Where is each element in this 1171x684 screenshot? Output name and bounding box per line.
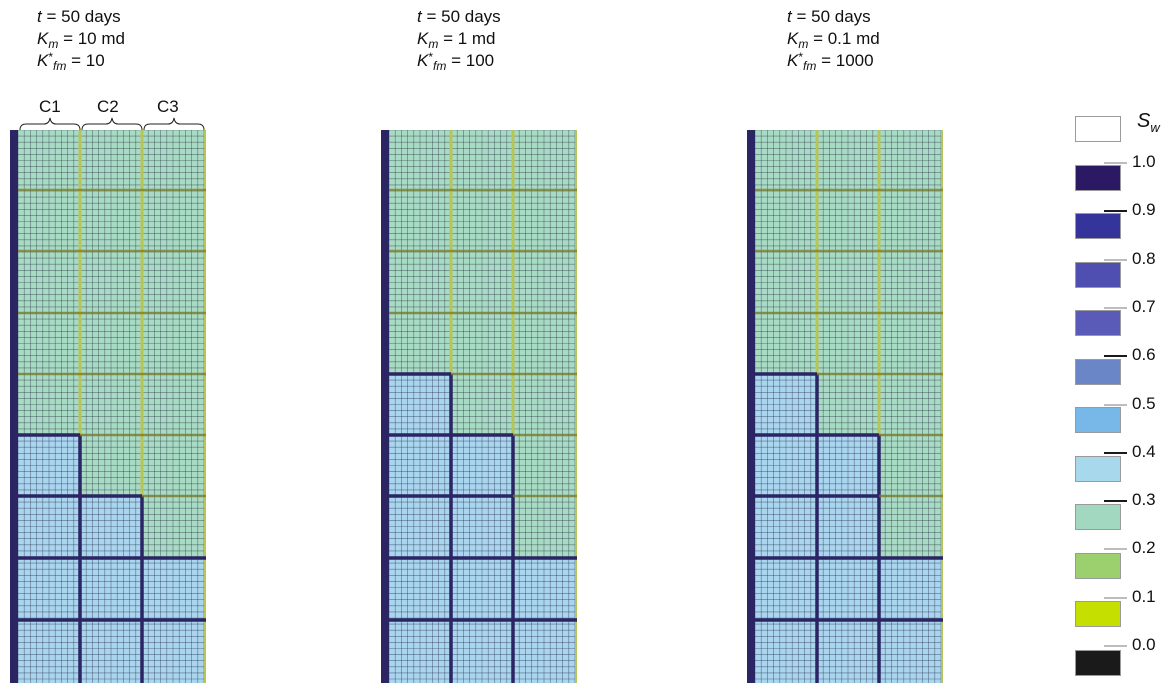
legend-swatch-7 [1075, 455, 1121, 482]
legend-swatch-2 [1075, 213, 1121, 239]
legend-tick-label-0: 1.0 [1132, 152, 1156, 171]
legend-tick-8 [1104, 548, 1127, 551]
legend-tick-5 [1104, 403, 1127, 406]
injection-boundary [10, 130, 18, 683]
legend-tick-label-9: 0.1 [1132, 586, 1156, 606]
legend-tick-2 [1104, 258, 1127, 261]
saturation-panel-2 [381, 130, 577, 683]
injection-boundary [381, 130, 389, 683]
legend-swatch-9 [1075, 552, 1121, 579]
column-label-c3: C3 [157, 97, 179, 116]
legend-swatch-6 [1075, 407, 1121, 433]
injection-boundary [747, 130, 755, 683]
oil-zone [513, 130, 577, 558]
legend-tick-label-1: 0.9 [1132, 200, 1156, 220]
legend-tick-label-3: 0.7 [1132, 296, 1156, 316]
legend-swatch-8 [1075, 504, 1121, 530]
legend-swatch-10 [1075, 601, 1121, 627]
legend-swatch-0 [1075, 116, 1121, 142]
legend-swatch-3 [1075, 261, 1121, 288]
panel-2-caption: t = 50 days Km = 1 md K*fm = 100 [417, 7, 501, 73]
brace-c3 [143, 117, 205, 131]
legend-tick-label-6: 0.4 [1132, 441, 1156, 461]
legend-tick-label-8: 0.2 [1132, 538, 1156, 558]
legend-swatch-5 [1075, 358, 1121, 385]
saturation-panel-3 [747, 130, 943, 683]
legend-tick-0 [1104, 162, 1127, 164]
legend-tick-label-4: 0.6 [1132, 345, 1156, 365]
legend-tick-label-10: 0.0 [1132, 635, 1156, 654]
panel-1-caption: t = 50 days Km = 10 md K*fm = 10 [37, 7, 125, 73]
column-label-c2: C2 [97, 97, 119, 116]
oil-zone [142, 130, 206, 558]
brace-c2 [81, 117, 143, 131]
brace-c1 [19, 117, 81, 131]
legend-swatch-4 [1075, 310, 1121, 336]
legend-tick-label-2: 0.8 [1132, 248, 1156, 268]
legend-title: Sw [1137, 110, 1160, 135]
legend-tick-7 [1104, 500, 1127, 503]
column-braces [19, 117, 205, 131]
legend-tick-10 [1104, 645, 1127, 647]
legend-swatch-11 [1075, 649, 1121, 676]
legend-tick-label-7: 0.3 [1132, 490, 1156, 510]
saturation-panel-1 [10, 130, 206, 683]
legend-tick-label-5: 0.5 [1132, 393, 1156, 413]
legend-tick-3 [1104, 306, 1127, 309]
legend-swatch-1 [1075, 164, 1121, 191]
legend-tick-9 [1104, 596, 1127, 599]
legend-tick-6 [1104, 451, 1127, 454]
column-label-c1: C1 [39, 97, 61, 116]
legend-tick-1 [1104, 210, 1127, 213]
oil-zone [879, 130, 943, 558]
panel-3-caption: t = 50 days Km = 0.1 md K*fm = 1000 [787, 7, 880, 73]
legend-tick-4 [1104, 355, 1127, 358]
